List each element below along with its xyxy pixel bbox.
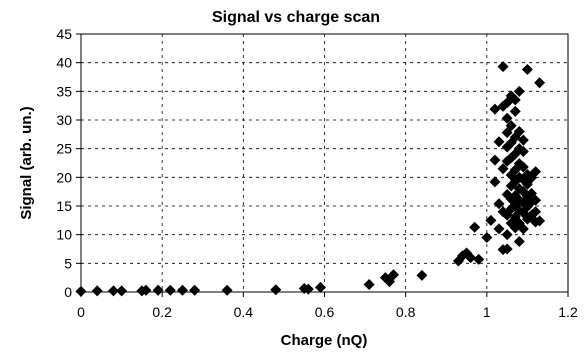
data-point	[465, 252, 477, 264]
data-point	[221, 284, 233, 296]
data-point	[164, 284, 176, 296]
data-point	[517, 146, 529, 158]
data-point	[387, 269, 399, 281]
data-point	[473, 253, 485, 265]
data-point	[497, 61, 509, 73]
y-tick-label: 25	[56, 141, 72, 157]
x-tick-label: 1.2	[558, 304, 578, 320]
x-axis-label: Charge (nQ)	[281, 332, 368, 349]
data-point	[517, 223, 529, 235]
y-tick-label: 40	[56, 55, 72, 71]
data-point	[489, 176, 501, 188]
data-point	[107, 285, 119, 297]
data-point	[501, 243, 513, 255]
data-point	[75, 285, 87, 297]
data-point	[530, 206, 542, 218]
data-point	[116, 285, 128, 297]
data-point	[501, 112, 513, 124]
data-point	[469, 221, 481, 233]
data-point	[505, 152, 517, 164]
data-point	[509, 105, 521, 117]
y-tick-label: 30	[56, 112, 72, 128]
grid-lines	[81, 34, 568, 292]
data-point	[534, 77, 546, 89]
chart-title: Signal vs charge scan	[212, 9, 380, 26]
data-point	[140, 284, 152, 296]
y-tick-label: 15	[56, 198, 72, 214]
data-point	[534, 215, 546, 227]
data-point	[513, 236, 525, 248]
x-tick-labels: 0 0.2 0.4 0.6 0.8 1 1.2	[77, 304, 578, 320]
data-point	[505, 137, 517, 149]
data-point	[501, 229, 513, 241]
data-point	[493, 198, 505, 210]
data-point	[189, 284, 201, 296]
y-tick-label: 10	[56, 227, 72, 243]
data-point	[521, 64, 533, 76]
x-tick-label: 0.2	[152, 304, 172, 320]
data-point	[517, 161, 529, 173]
x-tick-label: 0.6	[315, 304, 335, 320]
data-point	[489, 154, 501, 166]
data-point	[314, 281, 326, 293]
data-point	[497, 163, 509, 175]
data-point	[513, 85, 525, 97]
data-point	[481, 232, 493, 244]
x-tick-label: 0	[77, 304, 85, 320]
y-axis-label: Signal (arb. un.)	[18, 106, 35, 219]
y-tick-labels: 0 5 10 15 20 25 30 35 40 45	[56, 26, 72, 300]
y-tick-label: 35	[56, 83, 72, 99]
y-tick-label: 45	[56, 26, 72, 42]
data-point	[505, 120, 517, 132]
data-point	[485, 214, 497, 226]
y-tick-label: 5	[64, 255, 72, 271]
data-point	[270, 284, 282, 296]
data-point	[530, 166, 542, 178]
data-point	[176, 284, 188, 296]
data-points	[75, 61, 546, 297]
data-point	[530, 194, 542, 206]
data-point	[513, 125, 525, 137]
data-point	[505, 217, 517, 229]
data-point	[505, 193, 517, 205]
data-point	[152, 284, 164, 296]
y-tick-label: 20	[56, 169, 72, 185]
data-point	[363, 279, 375, 291]
x-tick-label: 0.4	[234, 304, 254, 320]
data-point	[505, 169, 517, 181]
x-tick-label: 0.8	[396, 304, 416, 320]
data-point	[302, 283, 314, 295]
data-point	[509, 94, 521, 106]
data-point	[505, 90, 517, 102]
data-point	[416, 269, 428, 281]
data-point	[493, 223, 505, 235]
data-point	[517, 134, 529, 146]
data-point	[505, 203, 517, 215]
data-point	[91, 285, 103, 297]
data-point	[505, 180, 517, 192]
data-point	[493, 136, 505, 148]
data-point	[501, 127, 513, 139]
y-tick-label: 0	[64, 284, 72, 300]
x-tick-label: 1	[483, 304, 491, 320]
axis-ticks	[76, 33, 569, 297]
